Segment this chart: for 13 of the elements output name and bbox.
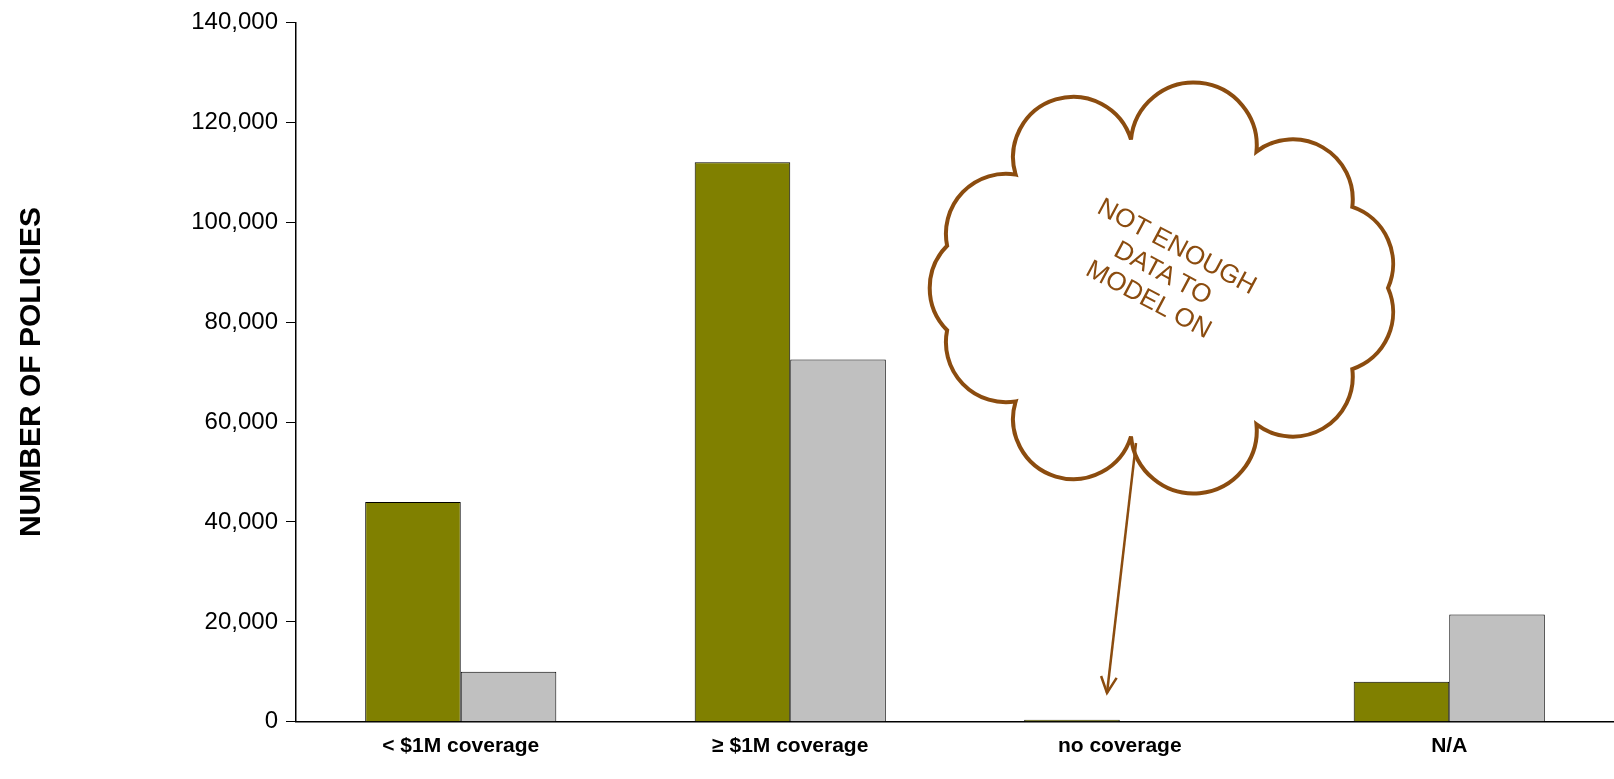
x-tick-label: < $1M coverage <box>382 733 540 757</box>
y-tick-label: 120,000 <box>191 106 278 134</box>
y-axis-title: NUMBER OF POLICIES <box>13 207 47 538</box>
x-tick-label: no coverage <box>1057 733 1182 757</box>
y-tick-label: 140,000 <box>191 7 278 35</box>
y-tick-label: 80,000 <box>204 306 278 334</box>
x-tick-label: N/A <box>1431 733 1468 757</box>
y-tick-label: 60,000 <box>204 406 278 434</box>
y-tick-label: 100,000 <box>191 206 278 234</box>
y-tick-label: 40,000 <box>204 506 278 534</box>
y-tick-label: 20,000 <box>204 606 278 634</box>
x-tick-label: ≥ $1M coverage <box>712 733 869 757</box>
y-tick-label: 0 <box>264 706 278 734</box>
